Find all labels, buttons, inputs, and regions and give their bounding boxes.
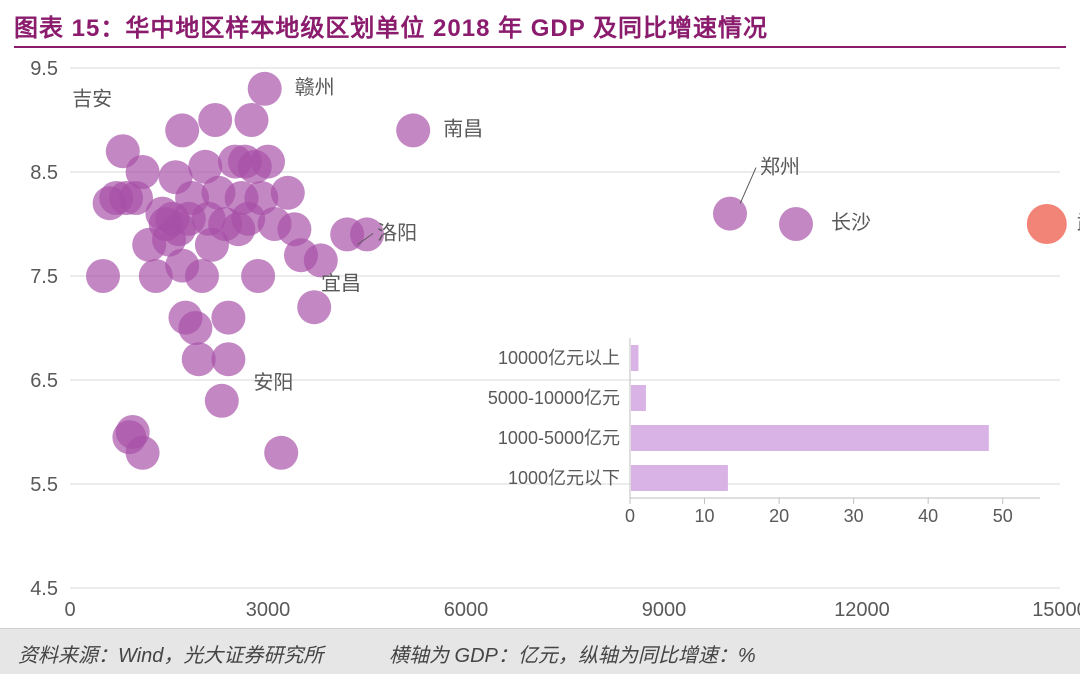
xtick-label: 0 (64, 599, 75, 621)
scatter-point (235, 103, 269, 137)
inset-xtick-label: 50 (993, 506, 1013, 526)
inset-category-label: 1000亿元以下 (508, 468, 620, 488)
ytick-label: 8.5 (30, 162, 58, 184)
scatter-point (251, 145, 285, 179)
point-label: 洛阳 (377, 221, 417, 244)
inset-category-label: 1000-5000亿元 (498, 428, 620, 448)
scatter-point (126, 436, 160, 470)
inset-bar (631, 425, 989, 451)
scatter-point (86, 259, 120, 293)
inset-xtick-label: 10 (695, 506, 715, 526)
title-main: 华中地区样本地级区划单位 2018 年 GDP 及同比增速情况 (125, 15, 768, 42)
xtick-label: 15000 (1032, 599, 1080, 621)
point-label: 安阳 (253, 371, 293, 394)
scatter-point (205, 384, 239, 418)
inset-xtick-label: 0 (625, 506, 635, 526)
point-label: 赣州 (295, 76, 335, 99)
scatter-point (185, 259, 219, 293)
scatter-point (297, 290, 331, 324)
point-label: 宜昌 (321, 272, 361, 295)
scatter-point (713, 197, 747, 231)
chart-area: 4.5 5.5 6.5 7.5 8.5 9.5 0 3000 6000 9000 12000 1500… (0, 48, 1080, 626)
inset-xtick-label: 40 (918, 506, 938, 526)
ytick-label: 6.5 (30, 370, 58, 392)
footer-source-value: Wind，光大证券研究所 (118, 645, 323, 667)
inset-bar (631, 465, 728, 491)
ytick-label: 4.5 (30, 578, 58, 600)
scatter-point (264, 436, 298, 470)
scatter-point-highlight (1027, 204, 1067, 244)
xtick-label: 12000 (834, 599, 890, 621)
scatter-point (241, 259, 275, 293)
ytick-label: 5.5 (30, 474, 58, 496)
scatter-point (779, 207, 813, 241)
ytick-label: 7.5 (30, 266, 58, 288)
footer-source-label: 资料来源： (18, 645, 118, 667)
title-prefix: 图表 15： (14, 15, 125, 42)
xtick-label: 6000 (444, 599, 489, 621)
inset-category-label: 10000亿元以上 (498, 348, 620, 368)
scatter-point (198, 103, 232, 137)
scatter-point (126, 155, 160, 189)
scatter-point (165, 113, 199, 147)
xtick-label: 3000 (246, 599, 291, 621)
point-label: 南昌 (443, 117, 483, 140)
point-label: 郑州 (760, 156, 800, 179)
xtick-label: 9000 (642, 599, 687, 621)
scatter-point (182, 342, 216, 376)
point-label: 长沙 (831, 211, 871, 234)
inset-xtick-label: 30 (844, 506, 864, 526)
inset-bar (631, 385, 646, 411)
scatter-point (271, 176, 305, 210)
scatter-point (396, 113, 430, 147)
ytick-label: 9.5 (30, 58, 58, 80)
scatter-point (211, 301, 245, 335)
inset-bar (631, 345, 638, 371)
chart-title: 图表 15：华中地区样本地级区划单位 2018 年 GDP 及同比增速情况 (0, 0, 1080, 46)
inset-category-label: 5000-10000亿元 (488, 388, 620, 408)
footer-axes-note: 横轴为 GDP：亿元，纵轴为同比增速：% (389, 639, 756, 668)
inset-xtick-label: 20 (769, 506, 789, 526)
scatter-point (211, 342, 245, 376)
scatter-chart: 4.5 5.5 6.5 7.5 8.5 9.5 0 3000 6000 9000 12000 1500… (0, 48, 1080, 626)
scatter-point (178, 311, 212, 345)
footer-bar: 资料来源：Wind，光大证券研究所 横轴为 GDP：亿元，纵轴为同比增速：% (0, 628, 1080, 674)
label-leader (740, 168, 756, 204)
scatter-point (248, 72, 282, 106)
point-label: 吉安 (72, 87, 112, 110)
